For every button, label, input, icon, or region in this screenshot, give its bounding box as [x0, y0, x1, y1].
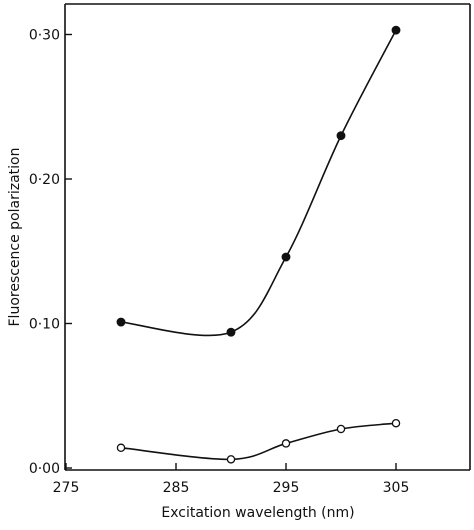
x-tick-label: 275	[53, 480, 80, 496]
filled-data-point	[281, 252, 291, 262]
series-filled	[116, 25, 401, 337]
y-tick-label: 0·00	[29, 461, 60, 477]
open-data-point	[391, 418, 401, 428]
open-data-point	[281, 439, 291, 448]
filled-data-point	[116, 317, 126, 327]
filled-data-point	[226, 327, 236, 337]
open-data-point	[226, 455, 236, 464]
open-data-point	[336, 424, 346, 434]
x-tick-label: 285	[163, 480, 190, 496]
series-open	[116, 418, 401, 464]
y-tick-label: 0·30	[29, 28, 60, 44]
filled-data-point	[391, 25, 401, 35]
y-ticks: 0·00 0·10 0·20 0·30	[29, 28, 72, 477]
y-tick-label: 0·10	[29, 317, 60, 333]
plot-frame	[64, 3, 471, 471]
filled-data-point	[336, 131, 346, 141]
series-line	[120, 422, 397, 461]
y-tick-label: 0·20	[29, 172, 60, 188]
series-line	[120, 29, 397, 337]
x-tick-label: 305	[383, 480, 410, 496]
x-tick-label: 295	[273, 480, 300, 496]
x-axis-title: Excitation wavelength (nm)	[161, 505, 354, 521]
y-axis-title: Fluorescence polarization	[7, 148, 23, 327]
x-ticks: 275 285 295 305	[53, 463, 410, 496]
open-data-point	[116, 443, 126, 453]
series-layer	[116, 25, 401, 464]
